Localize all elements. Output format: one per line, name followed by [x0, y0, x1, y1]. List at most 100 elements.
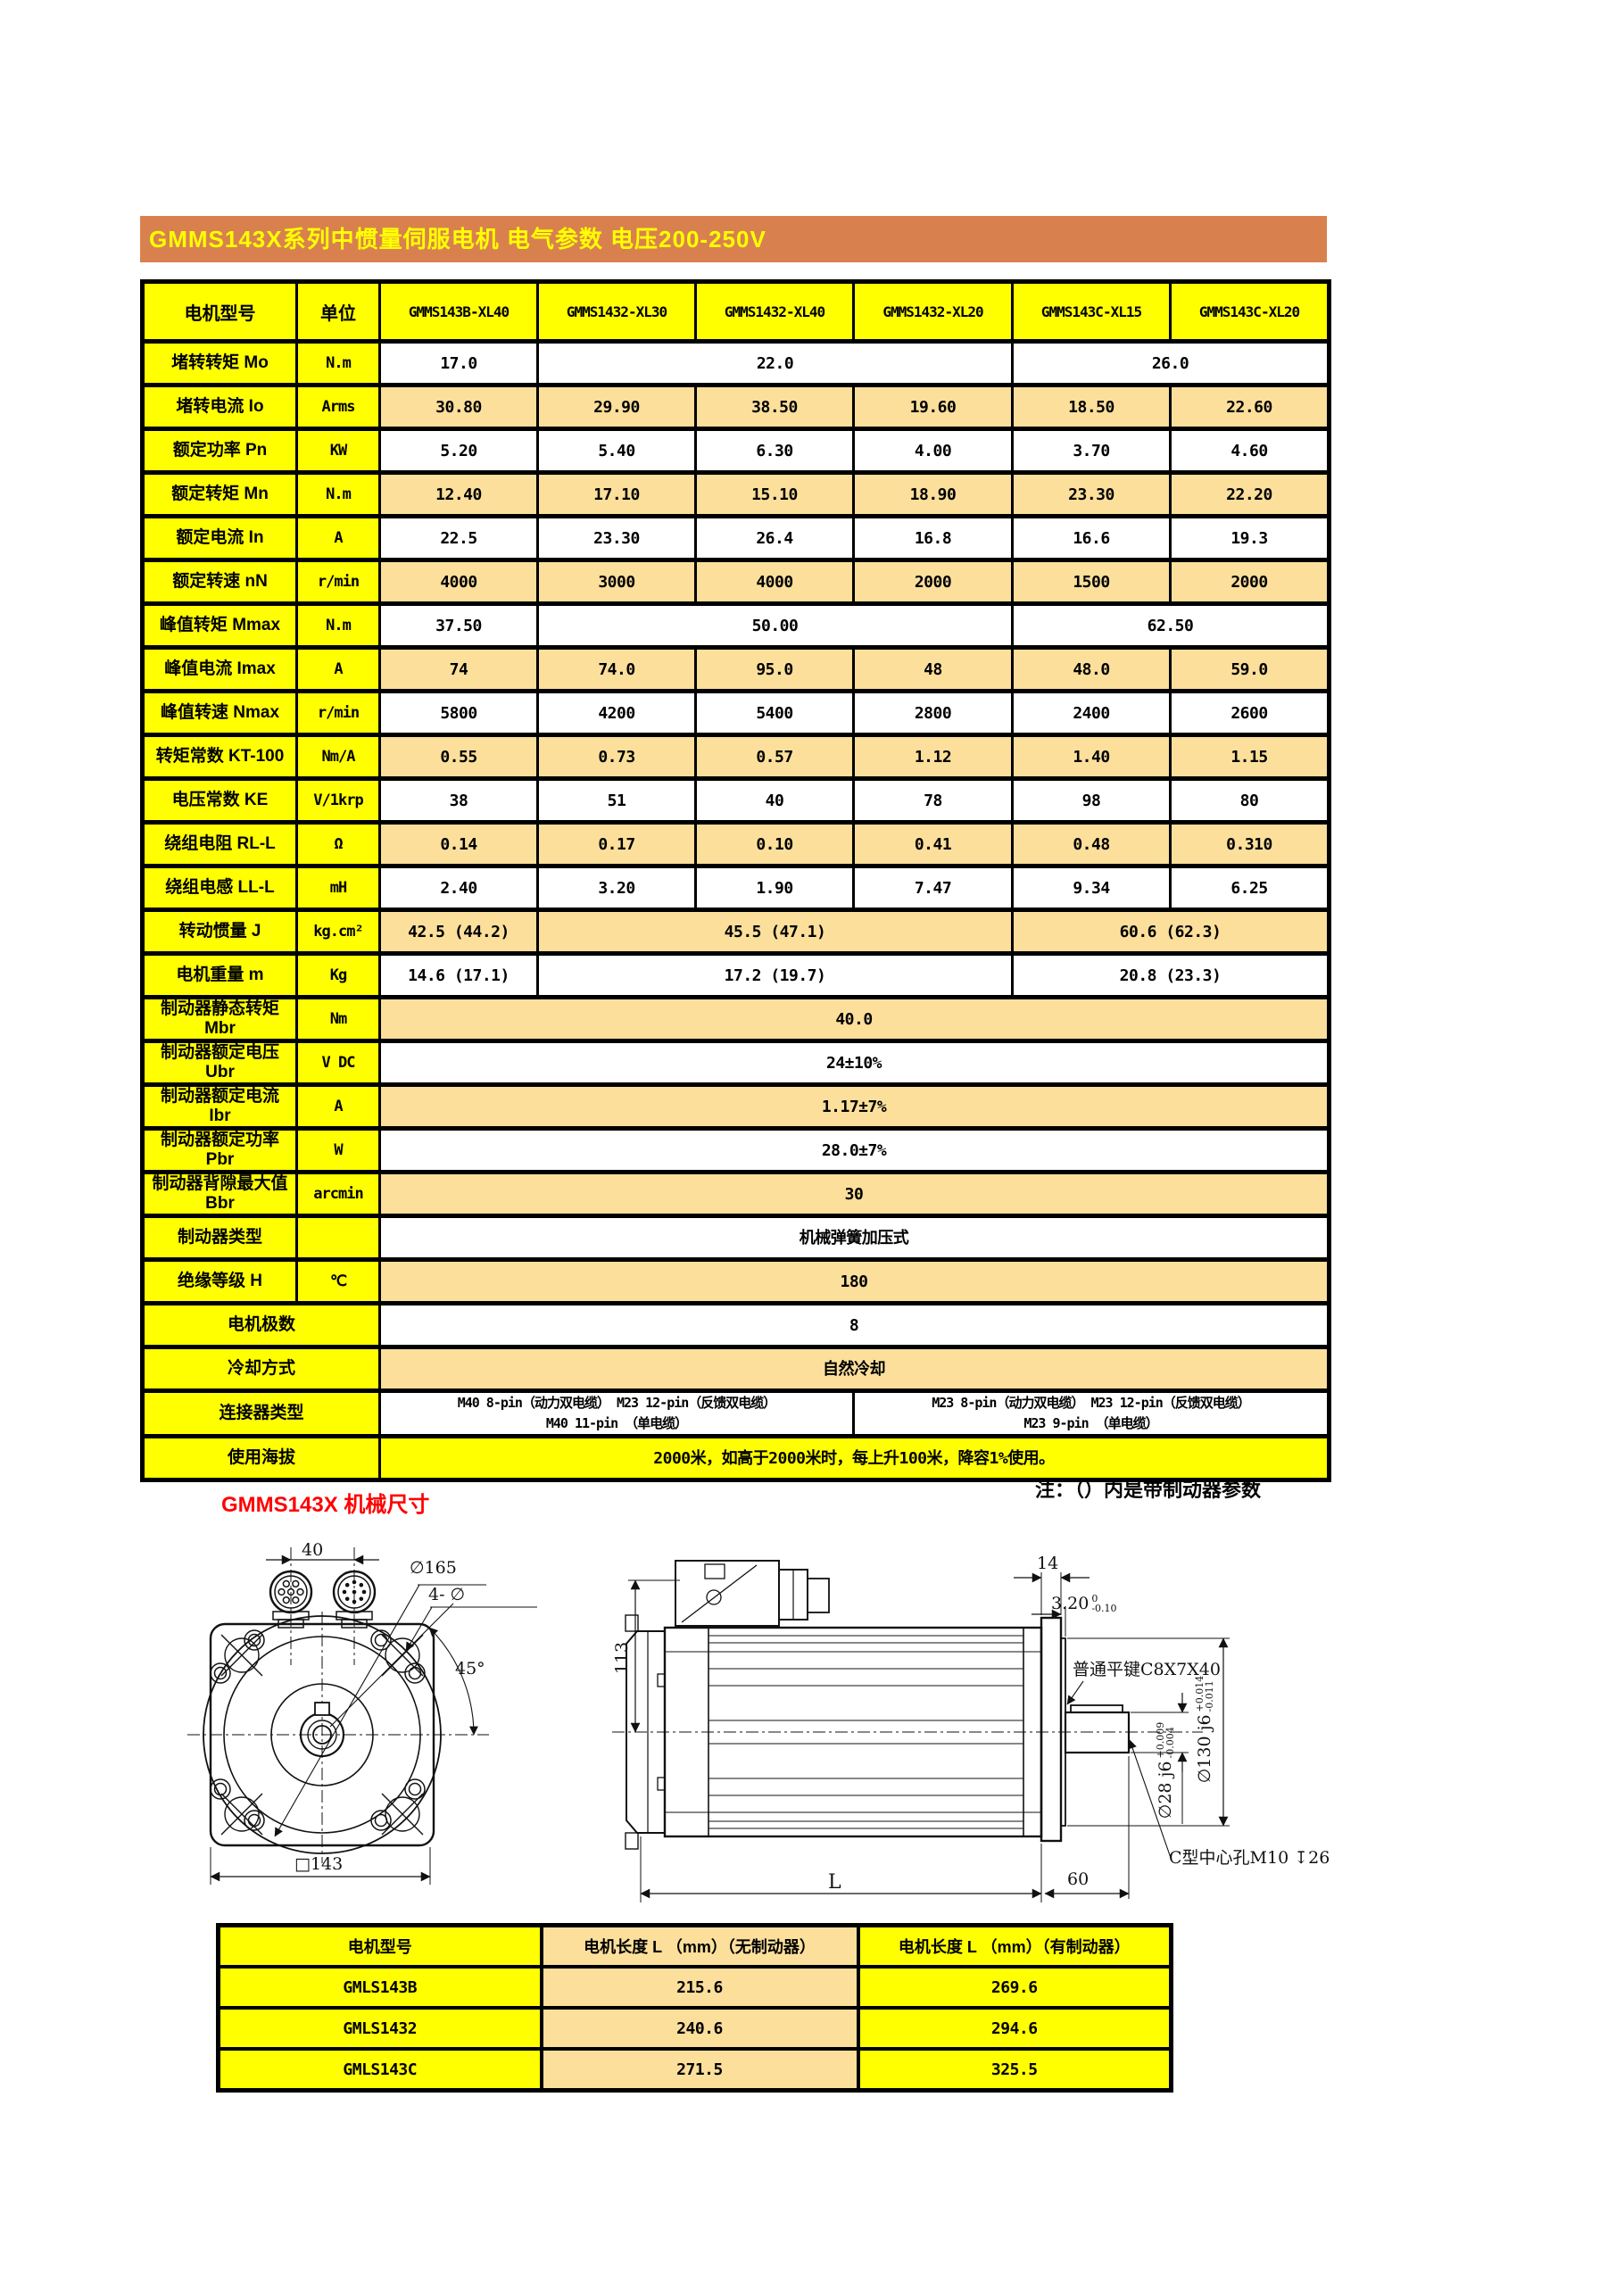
spec-row-label: 电压常数 KE — [141, 776, 298, 825]
spec-row-unit: W — [295, 1126, 381, 1174]
spec-row-unit: A — [295, 645, 381, 693]
length-row: GMLS143B 215.6 269.6 — [216, 1965, 1173, 2010]
spec-row: 堵转转矩 Mo N.m 17.0 22.0 26.0 — [141, 339, 1330, 387]
brake-note: 注：（）内是带制动器参数 — [1035, 1479, 1262, 1501]
dim-shaft-diameter: ∅28 j6 +0.009 -0.004 — [1155, 1722, 1176, 1819]
spec-cell: 22.60 — [1169, 383, 1330, 431]
spec-cell: 60.6 (62.3) — [1011, 908, 1330, 956]
dim-spigot-step-tolerance: 0 -0.10 — [1091, 1593, 1117, 1614]
dim-body-height: 113 — [612, 1641, 632, 1675]
spec-row-label: 电机极数 — [141, 1301, 381, 1349]
spec-col-unit: 单位 — [295, 279, 381, 344]
spec-cell: 12.40 — [378, 470, 539, 518]
spec-row-unit: V DC — [295, 1039, 381, 1087]
spec-row: 连接器类型 M40 8-pin（动力双电缆） M23 12-pin（反馈双电缆） … — [141, 1388, 1330, 1438]
spec-cell: 26.4 — [694, 514, 855, 562]
spec-cell: 23.30 — [1011, 470, 1172, 518]
spec-cell: 0.73 — [536, 733, 697, 781]
dim-spigot-step-value: 3.20 — [1051, 1594, 1090, 1613]
power-connector-icon — [269, 1570, 313, 1629]
spec-col-model: GMMS1432-XL40 — [694, 279, 855, 344]
spec-cell: 17.0 — [378, 339, 539, 387]
spec-cell: 0.310 — [1169, 820, 1330, 868]
spec-col-model: GMMS1432-XL20 — [852, 279, 1014, 344]
dim-motor-length: L — [828, 1871, 841, 1894]
spec-cell: 8 — [378, 1301, 1330, 1349]
spec-cell: 0.14 — [378, 820, 539, 868]
dim-center-hole: C型中心孔M10 ↧26 — [1169, 1848, 1330, 1868]
spec-row-unit: mH — [295, 864, 381, 912]
spec-row-label: 制动器额定功率 Pbr — [141, 1126, 298, 1174]
spec-row-label: 绝缘等级 H — [141, 1257, 298, 1305]
spec-cell: 5.40 — [536, 427, 697, 475]
spec-row-label: 转矩常数 KT-100 — [141, 733, 298, 781]
spec-row: 制动器背隙最大值 Bbr arcmin 30 — [141, 1170, 1330, 1218]
spec-cell: 机械弹簧加压式 — [378, 1214, 1330, 1262]
spec-row-unit: r/min — [295, 558, 381, 606]
spec-cell: 28.0±7% — [378, 1126, 1330, 1174]
spec-cell: 74 — [378, 645, 539, 693]
spec-col-model: GMMS1432-XL30 — [536, 279, 697, 344]
length-value-cell: 269.6 — [856, 1965, 1173, 2010]
length-row: GMLS1432 240.6 294.6 — [216, 2006, 1173, 2051]
spec-cell: 38 — [378, 776, 539, 825]
spec-row: 制动器类型 机械弹簧加压式 — [141, 1214, 1330, 1262]
dim-connector-spacing: 40 — [302, 1540, 324, 1560]
spec-cell: M40 8-pin（动力双电缆） M23 12-pin（反馈双电缆） M40 1… — [378, 1388, 855, 1438]
dim-hole-angle: 45° — [455, 1659, 485, 1678]
spec-cell: 6.25 — [1169, 864, 1330, 912]
spec-cell: 95.0 — [694, 645, 855, 693]
length-value-cell: 271.5 — [539, 2047, 860, 2093]
spec-cell: 26.0 — [1011, 339, 1330, 387]
spec-row: 电机重量 m Kg 14.6 (17.1) 17.2 (19.7) 20.8 (23.3… — [141, 951, 1330, 999]
spec-cell: 4.00 — [852, 427, 1014, 475]
spec-cell: M23 8-pin（动力双电缆） M23 12-pin（反馈双电缆） M23 9… — [852, 1388, 1330, 1438]
spec-row: 制动器额定电压 Ubr V DC 24±10% — [141, 1039, 1330, 1087]
spec-cell: 4200 — [536, 689, 697, 737]
dim-mount-holes: 4- ∅ — [428, 1585, 466, 1604]
spec-cell: 42.5 (44.2) — [378, 908, 539, 956]
spec-row-label: 额定功率 Pn — [141, 427, 298, 475]
spec-cell: 17.10 — [536, 470, 697, 518]
spec-cell: 2800 — [852, 689, 1014, 737]
spec-row: 使用海拔 2000米，如高于2000米时，每上升100米，降容1%使用。 — [141, 1434, 1330, 1482]
length-value-cell: 325.5 — [856, 2047, 1173, 2093]
spec-cell: 3.70 — [1011, 427, 1172, 475]
spec-cell: 74.0 — [536, 645, 697, 693]
spec-cell: 48.0 — [1011, 645, 1172, 693]
length-model-cell: GMLS143B — [216, 1965, 543, 2010]
spec-cell: 1.17±7% — [378, 1082, 1330, 1131]
spec-cell: 62.50 — [1011, 601, 1330, 650]
dim-spigot-diameter: ∅130 j6 +0.014 -0.011 — [1194, 1676, 1215, 1784]
spec-row: 转矩常数 KT-100 Nm/A 0.55 0.73 0.57 1.12 1.40 1.15 — [141, 733, 1330, 781]
spec-cell: 1.40 — [1011, 733, 1172, 781]
spec-row: 峰值转速 Nmax r/min 5800 4200 5400 2800 2400 2600 — [141, 689, 1330, 737]
spec-row-label: 额定转速 nN — [141, 558, 298, 606]
spec-row-label: 制动器额定电流 Ibr — [141, 1082, 298, 1131]
spec-row: 绝缘等级 H ℃ 180 — [141, 1257, 1330, 1305]
spec-row-unit: arcmin — [295, 1170, 381, 1218]
spec-row-unit: N.m — [295, 470, 381, 518]
spec-row-unit: ℃ — [295, 1257, 381, 1305]
spec-row-label: 冷却方式 — [141, 1345, 381, 1393]
spec-row-unit: Nm — [295, 995, 381, 1043]
spec-row-label: 制动器类型 — [141, 1214, 298, 1262]
spec-row-label: 绕组电感 LL-L — [141, 864, 298, 912]
spec-cell: 30.80 — [378, 383, 539, 431]
spec-row: 制动器静态转矩 Mbr Nm 40.0 — [141, 995, 1330, 1043]
spec-cell: 2400 — [1011, 689, 1172, 737]
spec-col-motor-model: 电机型号 — [141, 279, 298, 344]
mechanical-section-title: GMMS143X 机械尺寸 — [221, 1493, 430, 1517]
length-model-cell: GMLS143C — [216, 2047, 543, 2093]
spec-cell: 14.6 (17.1) — [378, 951, 539, 999]
spec-row-unit: N.m — [295, 601, 381, 650]
spec-row-unit: KW — [295, 427, 381, 475]
spec-row-label: 连接器类型 — [141, 1388, 381, 1438]
spec-row: 额定电流 In A 22.5 23.30 26.4 16.8 16.6 19.3 — [141, 514, 1330, 562]
spec-cell: 29.90 — [536, 383, 697, 431]
spec-row-label: 峰值转速 Nmax — [141, 689, 298, 737]
spec-row: 峰值电流 Imax A 74 74.0 95.0 48 48.0 59.0 — [141, 645, 1330, 693]
spec-cell: 19.3 — [1169, 514, 1330, 562]
dim-spigot-diameter-value: ∅130 j6 — [1195, 1714, 1214, 1784]
spec-row: 电机极数 8 — [141, 1301, 1330, 1349]
